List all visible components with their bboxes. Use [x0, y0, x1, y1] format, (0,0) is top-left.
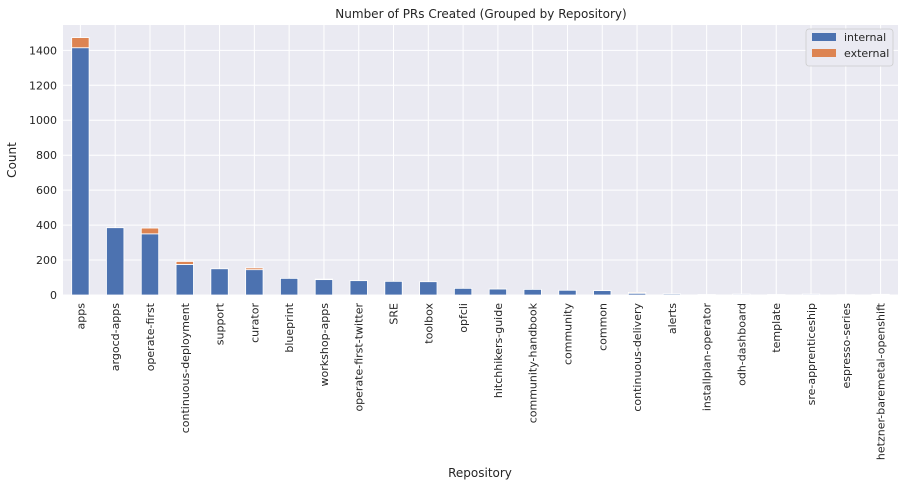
x-tick-label: common	[596, 303, 609, 351]
y-tick-label: 1200	[29, 79, 57, 92]
bar-external-operate-first	[140, 227, 160, 235]
x-tick-label: opfcli	[457, 303, 470, 333]
x-tick-label: SRE	[388, 303, 401, 325]
y-tick-label: 200	[36, 254, 57, 267]
chart-title: Number of PRs Created (Grouped by Reposi…	[335, 7, 626, 21]
bar-internal-template	[767, 294, 786, 296]
y-tick-label: 800	[36, 149, 57, 162]
x-tick-label: workshop-apps	[318, 303, 331, 387]
bar-internal-espresso-series	[836, 294, 855, 296]
bar-internal-continuous-deployment	[175, 264, 194, 296]
x-tick-label: support	[214, 302, 227, 345]
bar-internal-opfcli	[454, 287, 473, 296]
x-tick-label: sre-apprenticeship	[805, 303, 818, 405]
bar-internal-installplan-operator	[697, 294, 716, 296]
bar-external-curator	[245, 267, 264, 271]
x-tick-label: argocd-apps	[109, 303, 122, 371]
x-tick-labels: apps argocd-apps operate-first continuous-d…	[74, 302, 887, 460]
bar-external-continuous-delivery	[627, 291, 647, 294]
y-tick-label: 0	[50, 289, 57, 302]
bar-internal-sre-apprenticeship	[801, 293, 821, 296]
x-axis-label: Repository	[448, 466, 512, 480]
legend: internal external	[805, 28, 894, 67]
bar-internal-apps	[71, 47, 90, 296]
bar-internal-blueprint	[280, 277, 299, 296]
bar-external-workshop-apps	[314, 278, 334, 281]
bar-internal-operate-first	[140, 233, 160, 296]
bar-internal-alerts	[662, 293, 681, 296]
x-tick-label: continuous-delivery	[631, 303, 644, 412]
legend-label-internal: internal	[844, 31, 886, 44]
y-tick-label: 1400	[29, 44, 57, 57]
bar-internal-toolbox	[419, 281, 438, 296]
x-tick-label: operate-first	[144, 302, 157, 371]
x-tick-label: curator	[248, 303, 261, 343]
bar-internal-hetzner-baremetal-openshift	[871, 293, 890, 296]
legend-swatch-internal	[812, 33, 836, 41]
x-tick-label: apps	[74, 303, 87, 330]
x-tick-label: espresso-series	[840, 303, 853, 389]
bar-internal-odh-dashboard	[732, 293, 751, 296]
grid-lines	[63, 25, 898, 296]
legend-label-external: external	[844, 47, 889, 60]
bar-internal-curator	[245, 269, 264, 296]
x-tick-label: operate-first-twitter	[353, 303, 366, 412]
bar-internal-common	[593, 290, 612, 296]
x-tick-label: alerts	[666, 303, 679, 334]
bars	[71, 37, 890, 296]
x-tick-label: toolbox	[422, 303, 435, 344]
x-tick-label: hetzner-baremetal-openshift	[875, 302, 888, 460]
bar-external-continuous-deployment	[175, 261, 194, 265]
bar-external-apps	[71, 37, 90, 49]
x-tick-label: hitchhikers-guide	[492, 303, 505, 398]
bar-internal-operate-first-twitter	[349, 280, 368, 296]
y-tick-label: 600	[36, 184, 57, 197]
y-axis-label: Count	[5, 142, 19, 178]
bar-internal-SRE	[384, 280, 403, 296]
plot-area	[63, 25, 898, 295]
legend-swatch-external	[812, 49, 836, 57]
x-tick-label: continuous-deployment	[179, 302, 192, 433]
x-tick-label: installplan-operator	[701, 303, 714, 412]
bar-internal-hitchhikers-guide	[488, 288, 507, 296]
x-tick-label: community	[561, 303, 574, 366]
y-tick-labels: 0 200 400 600 800 1000 1200 1400	[29, 44, 57, 302]
bar-internal-community-handbook	[523, 289, 542, 296]
x-tick-label: community-handbook	[527, 302, 540, 423]
x-tick-label: blueprint	[283, 302, 296, 352]
bar-internal-workshop-apps	[314, 279, 334, 296]
bar-internal-support	[210, 268, 229, 296]
bar-internal-community	[558, 289, 577, 296]
bar-internal-argocd-apps	[106, 227, 125, 296]
x-tick-label: odh-dashboard	[735, 303, 748, 386]
y-tick-label: 1000	[29, 114, 57, 127]
y-tick-label: 400	[36, 219, 57, 232]
x-tick-label: template	[770, 303, 783, 353]
